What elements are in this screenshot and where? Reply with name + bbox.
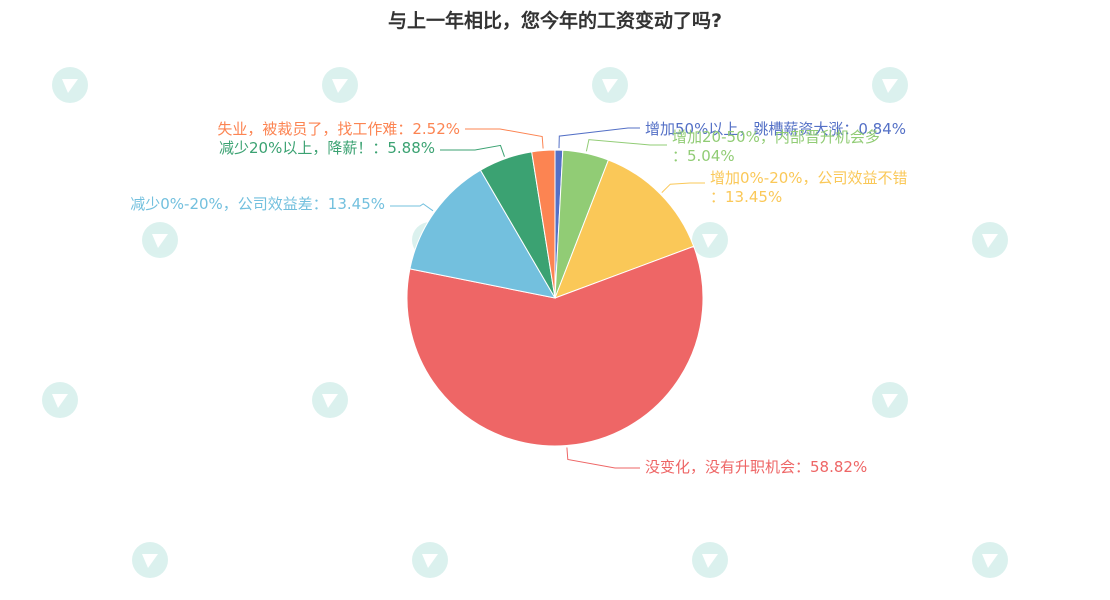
label-leader-line xyxy=(558,127,640,149)
watermark-logo xyxy=(592,67,628,103)
label-leader-line xyxy=(440,144,505,157)
watermark-logo xyxy=(142,222,178,258)
watermark-logo xyxy=(312,382,348,418)
watermark-logo xyxy=(972,222,1008,258)
slice-label: 增加20-50%，内部晋升机会多 xyxy=(672,128,880,146)
slice-label: ：5.04% xyxy=(672,147,735,165)
watermark-logo xyxy=(412,542,448,578)
watermark-logo xyxy=(132,542,168,578)
watermark-logo xyxy=(972,542,1008,578)
watermark-logo xyxy=(52,67,88,103)
watermark-logo xyxy=(692,542,728,578)
watermark-logo xyxy=(872,382,908,418)
slice-label: 增加50%以上，跳槽薪资大涨：0.84% xyxy=(645,120,906,138)
label-leader-line xyxy=(585,139,667,152)
slice-label: 减少20%以上，降薪！：5.88% xyxy=(219,139,435,157)
slice-label: 增加0%-20%，公司效益不错 xyxy=(710,169,908,187)
pie-slice xyxy=(406,245,704,447)
chart-title: 与上一年相比，您今年的工资变动了吗? xyxy=(387,10,723,32)
label-leader-line xyxy=(566,447,640,469)
slice-label: 失业，被裁员了，找工作难：2.52% xyxy=(217,120,460,138)
watermark-logo xyxy=(692,222,728,258)
label-leader-line xyxy=(465,128,544,149)
pie-slice xyxy=(531,149,556,299)
watermark-logo xyxy=(42,382,78,418)
label-leader-line xyxy=(390,203,434,212)
watermark-logo xyxy=(872,67,908,103)
pie-slice xyxy=(409,169,556,299)
watermark-logo xyxy=(322,67,358,103)
slice-label: 没变化，没有升职机会：58.82% xyxy=(645,458,867,476)
pie-slice xyxy=(554,159,695,299)
label-leader-line xyxy=(661,182,705,193)
slice-label: ：13.45% xyxy=(710,188,782,206)
slice-label: 减少0%-20%，公司效益差：13.45% xyxy=(130,195,385,213)
